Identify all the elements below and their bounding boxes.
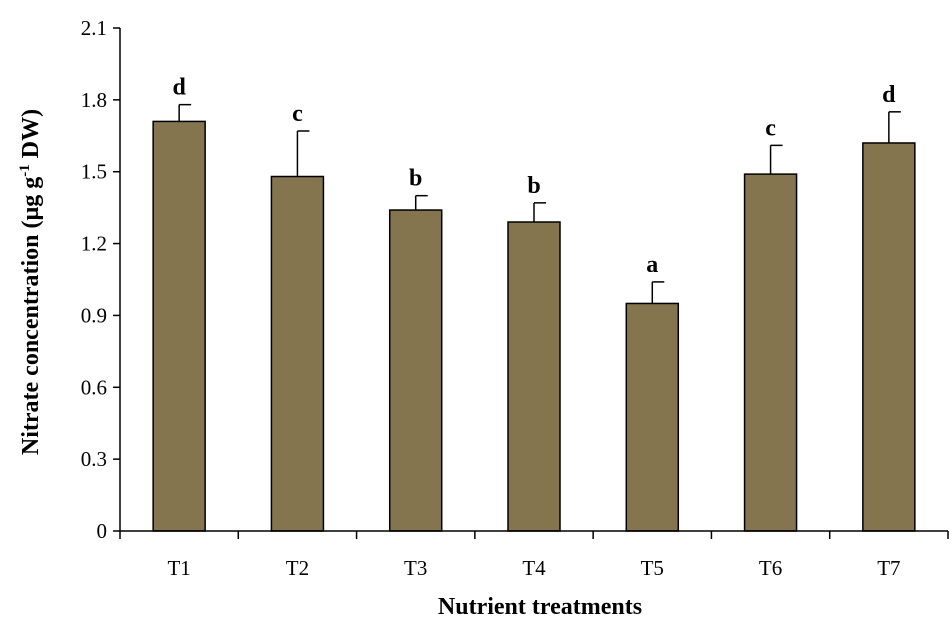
bar-t1: [152, 120, 206, 532]
y-axis-title-end: DW): [18, 109, 44, 164]
y-tick-label-5: 1.5: [81, 160, 107, 184]
y-tick-label-7: 2.1: [81, 16, 107, 40]
y-tick-label-1: 0.3: [81, 447, 107, 471]
y-tick-label-3: 0.9: [81, 303, 107, 327]
axes-group: T1 T2 T3 T4 T5 T6 T7 0 0.3 0.6 0.9 1.2 1.5 1.8 2.1: [81, 16, 949, 580]
x-tick-label-t5: T5: [641, 556, 664, 580]
bar-t6: [743, 173, 798, 532]
x-tick-label-t4: T4: [522, 556, 546, 580]
y-axis-title-main: Nitrate concentration (µg g: [18, 177, 44, 455]
svg-text:Nitrate concentration (µg g-1: Nitrate concentration (µg g-1 DW): [17, 109, 44, 455]
y-axis-title-superscript: -1: [17, 164, 33, 177]
y-tick-label-4: 1.2: [81, 232, 107, 256]
y-axis-title: Nitrate concentration (µg g-1 DW): [17, 109, 44, 455]
significance-letter-t2: c: [292, 101, 303, 127]
x-tick-label-t1: T1: [167, 556, 190, 580]
x-tick-label-t3: T3: [404, 556, 427, 580]
bar-t2: [270, 175, 325, 532]
x-tick-label-t2: T2: [286, 556, 309, 580]
significance-letter-t4: b: [527, 173, 540, 199]
bar-t4: [507, 221, 561, 532]
significance-letter-t1: d: [172, 75, 186, 101]
x-axis-title: Nutrient treatments: [438, 594, 642, 620]
significance-letter-t7: d: [882, 82, 896, 108]
significance-letter-t5: a: [646, 252, 658, 278]
bar-t7: [862, 142, 916, 532]
x-tick-label-t7: T7: [877, 556, 900, 580]
x-tick-label-t6: T6: [759, 556, 782, 580]
bars-group: d c b b a c d: [152, 75, 916, 532]
y-tick-label-2: 0.6: [81, 375, 107, 399]
bar-t3: [388, 209, 443, 532]
significance-letter-t6: c: [765, 115, 776, 141]
y-tick-label-6: 1.8: [81, 88, 107, 112]
bar-t5: [625, 302, 680, 532]
significance-letter-t3: b: [409, 166, 422, 192]
y-tick-label-0: 0: [97, 519, 108, 543]
